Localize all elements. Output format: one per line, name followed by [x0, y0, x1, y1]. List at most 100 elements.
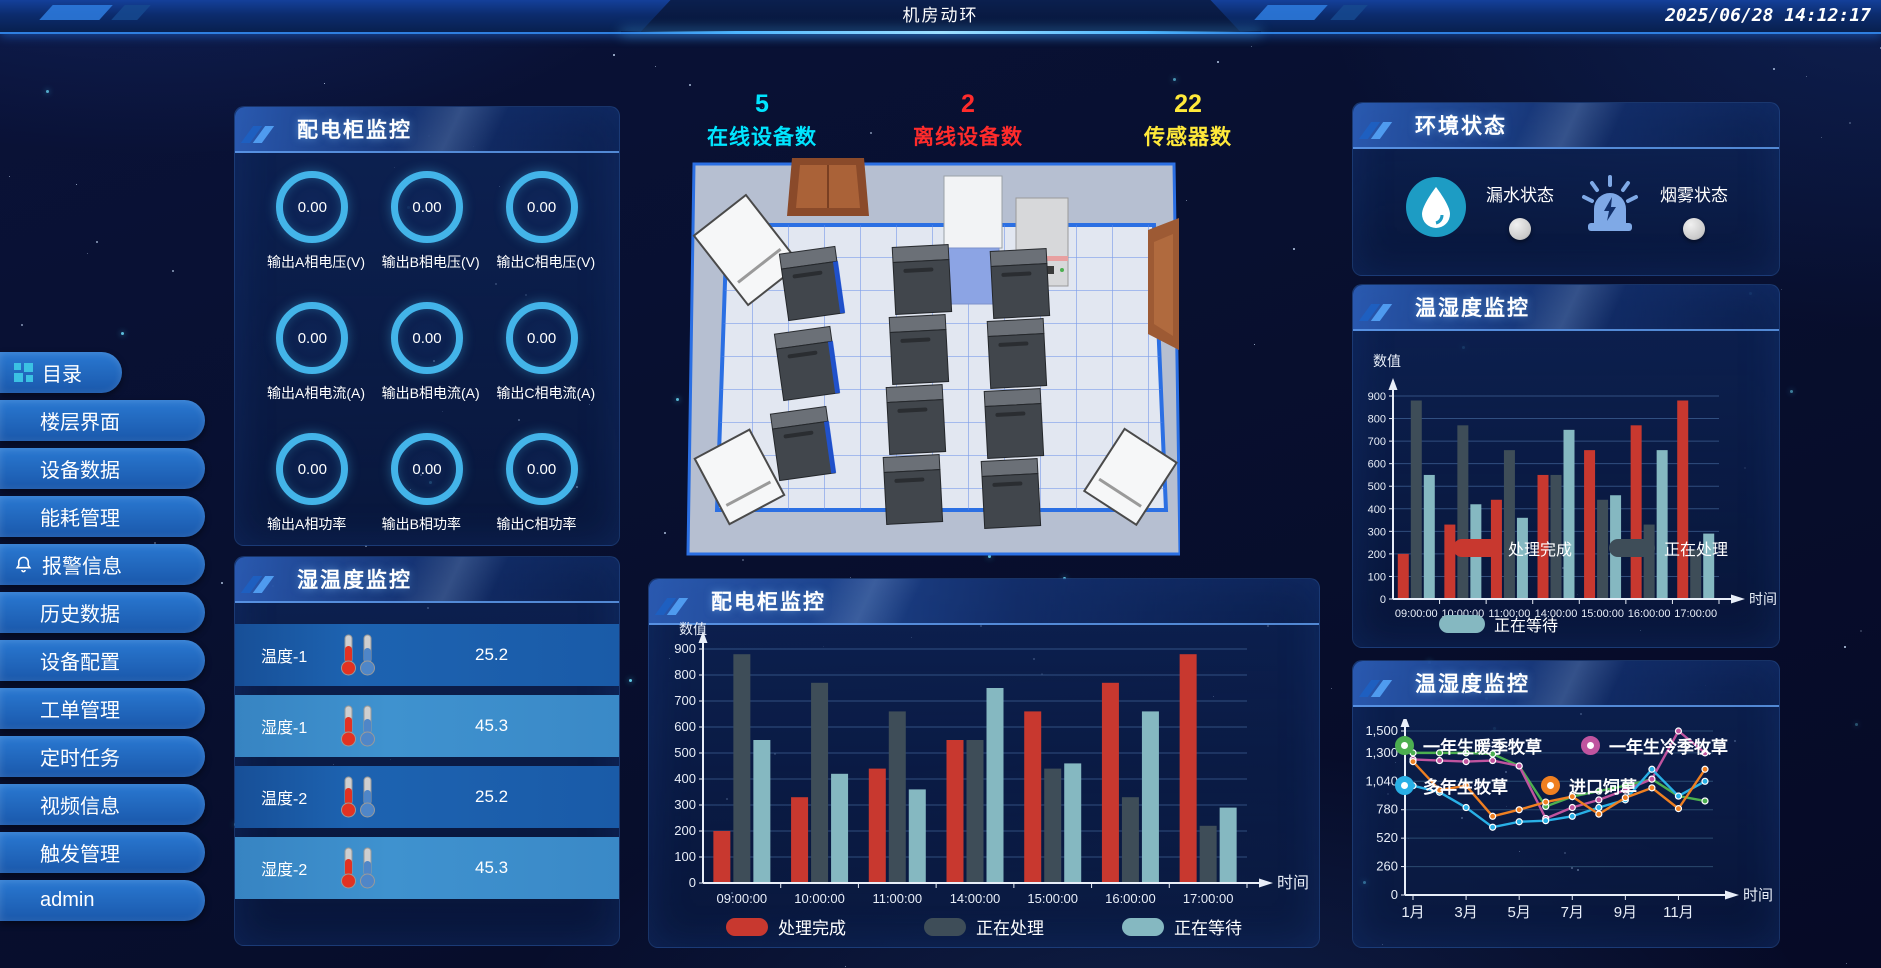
svg-text:17:00:00: 17:00:00 — [1183, 891, 1234, 906]
svg-text:5月: 5月 — [1508, 904, 1531, 921]
svg-text:260: 260 — [1376, 859, 1398, 874]
sidebar-item-label: admin — [40, 889, 94, 912]
gauge-cell: 0.00 输出A相电压(V) — [255, 171, 370, 294]
gauge-ring: 0.00 — [506, 302, 578, 374]
gauge-grid: 0.00 输出A相电压(V) 0.00 输出B相电压(V) 0.00 输出C相电压(V) 0… — [235, 153, 619, 560]
env-label-box: 烟雾状态 — [1660, 175, 1728, 240]
gauge-ring: 0.00 — [276, 171, 348, 243]
header-decor — [39, 5, 113, 20]
legend-label: 多年生牧草 — [1423, 773, 1508, 798]
gauge-ring: 0.00 — [276, 302, 348, 374]
panel-title: 温湿度监控 — [1353, 292, 1530, 322]
gauge-ring: 0.00 — [276, 433, 348, 505]
legend-item[interactable]: 进口饲草 — [1541, 773, 1637, 798]
chart-legend: 处理完成 正在处理 正在等待 — [649, 914, 1319, 939]
bell-icon — [14, 555, 33, 574]
legend-chip — [1439, 615, 1485, 633]
dashboard-grid-icon — [14, 363, 33, 382]
gauge-label: 输出A相电流(A) — [255, 383, 370, 425]
sidebar-item-11[interactable]: 触发管理 — [0, 832, 205, 873]
sidebar-item-5[interactable]: 报警信息 — [0, 544, 205, 585]
sidebar-item-9[interactable]: 定时任务 — [0, 736, 205, 777]
svg-text:520: 520 — [1376, 830, 1398, 845]
svg-text:100: 100 — [674, 849, 696, 864]
legend-item[interactable]: 一年生冷季牧草 — [1581, 733, 1728, 758]
legend-item[interactable]: 一年生暖季牧草 — [1395, 733, 1542, 758]
sidebar-item-12[interactable]: admin — [0, 880, 205, 921]
sidebar-item-label: 报警信息 — [42, 550, 122, 579]
server-room-3d-view — [680, 158, 1180, 562]
svg-text:0: 0 — [689, 875, 696, 890]
legend-label: 一年生暖季牧草 — [1423, 733, 1542, 758]
svg-text:0: 0 — [1391, 887, 1398, 902]
gauge-label: 输出B相电压(V) — [370, 252, 485, 294]
sensor-label: 湿度-1 — [235, 714, 321, 738]
svg-text:10:00:00: 10:00:00 — [794, 891, 845, 906]
svg-text:1月: 1月 — [1401, 904, 1424, 921]
legend-label: 进口饲草 — [1569, 773, 1637, 798]
sidebar-item-7[interactable]: 设备配置 — [0, 640, 205, 681]
env-item-2: 烟雾状态 — [1578, 175, 1728, 240]
legend-item[interactable]: 正在处理 — [924, 914, 1044, 939]
sidebar-item-2[interactable]: 楼层界面 — [0, 400, 205, 441]
gauge-cell: 0.00 输出B相电压(V) — [370, 171, 485, 294]
device-count-1: 5 在线设备数 — [707, 90, 817, 151]
legend-item[interactable]: 正在等待 — [1122, 914, 1242, 939]
sensor-label: 温度-1 — [235, 643, 321, 667]
panel-title: 温湿度监控 — [1353, 668, 1530, 698]
svg-text:500: 500 — [1368, 481, 1386, 493]
legend-chip — [924, 918, 966, 936]
sidebar-item-label: 触发管理 — [40, 838, 120, 867]
legend-item[interactable]: 正在等待 — [1439, 612, 1558, 636]
svg-text:780: 780 — [1376, 802, 1398, 817]
svg-text:9月: 9月 — [1614, 904, 1637, 921]
panel-title: 湿温度监控 — [235, 564, 412, 594]
panel-temp-humidity-list: 湿温度监控 温度-1 25.2 湿度-1 45.3 温度-2 25.2 湿度-2 45.3 — [234, 556, 620, 946]
svg-text:16:00:00: 16:00:00 — [1628, 608, 1671, 620]
svg-text:09:00:00: 09:00:00 — [1395, 608, 1438, 620]
sidebar-item-label: 能耗管理 — [40, 502, 120, 531]
panel-power-monitor: 配电柜监控 0.00 输出A相电压(V) 0.00 输出B相电压(V) 0.00 输出C相… — [234, 106, 620, 546]
temp-row-list: 温度-1 25.2 湿度-1 45.3 温度-2 25.2 湿度-2 45.3 — [235, 603, 619, 899]
legend-item[interactable]: 处理完成 — [726, 914, 846, 939]
panel-temp-humidity-line: 温湿度监控 0 260 520 780 1,040 1,300 1,500 1月 3月 5月 7月 9… — [1352, 660, 1780, 948]
gauge-label: 输出C相功率 — [484, 514, 599, 556]
svg-text:100: 100 — [1368, 571, 1386, 583]
legend-marker — [1395, 776, 1414, 795]
sidebar-item-3[interactable]: 设备数据 — [0, 448, 205, 489]
svg-text:1,040: 1,040 — [1365, 773, 1398, 788]
gauge-label: 输出A相电压(V) — [255, 252, 370, 294]
sidebar-item-label: 目录 — [42, 358, 82, 387]
status-indicator — [1683, 218, 1705, 240]
count-label: 在线设备数 — [707, 121, 817, 151]
sidebar-item-4[interactable]: 能耗管理 — [0, 496, 205, 537]
legend-marker — [1581, 736, 1600, 755]
legend-item[interactable]: 正在处理 — [1609, 536, 1728, 560]
gauge-cell: 0.00 输出C相功率 — [484, 433, 599, 556]
gauge-ring: 0.00 — [506, 433, 578, 505]
gauge-label: 输出C相电流(A) — [484, 383, 599, 425]
sensor-value: 45.3 — [475, 858, 508, 878]
panel-temp-humidity-bar: 温湿度监控 数值 0 100 200 300 400 500 600 700 800 900 09:… — [1352, 284, 1780, 648]
sidebar-item-8[interactable]: 工单管理 — [0, 688, 205, 729]
sensor-value: 25.2 — [475, 645, 508, 665]
sidebar-item-1[interactable]: 目录 — [0, 352, 122, 393]
gauge-ring: 0.00 — [391, 171, 463, 243]
sidebar-item-6[interactable]: 历史数据 — [0, 592, 205, 633]
svg-text:11月: 11月 — [1663, 904, 1694, 921]
list-item: 湿度-2 45.3 — [235, 837, 619, 899]
legend-label: 处理完成 — [778, 914, 846, 939]
thermometer-icon — [321, 632, 397, 678]
legend-item[interactable]: 多年生牧草 — [1395, 773, 1508, 798]
sidebar-item-10[interactable]: 视频信息 — [0, 784, 205, 825]
svg-text:15:00:00: 15:00:00 — [1581, 608, 1624, 620]
count-value: 22 — [1144, 90, 1232, 119]
svg-text:900: 900 — [674, 641, 696, 656]
svg-text:11:00:00: 11:00:00 — [872, 891, 922, 906]
legend-item[interactable]: 处理完成 — [1453, 536, 1572, 560]
env-label-box: 漏水状态 — [1486, 175, 1554, 240]
panel-header: 配电柜监控 — [235, 107, 619, 153]
count-label: 离线设备数 — [913, 121, 1023, 151]
svg-text:500: 500 — [674, 745, 696, 760]
panel-header: 环境状态 — [1353, 103, 1779, 149]
